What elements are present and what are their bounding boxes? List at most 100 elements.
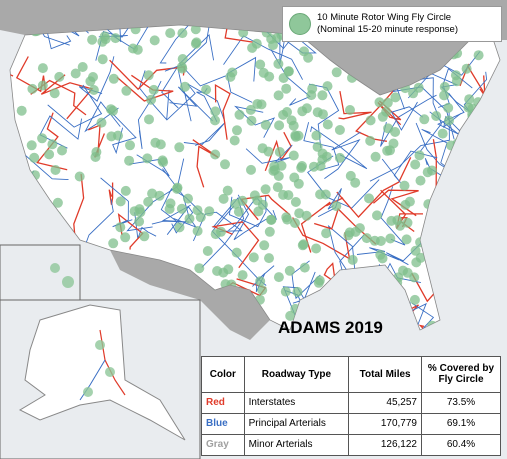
fly-circle [37, 133, 48, 144]
fly-circle [121, 85, 132, 96]
legend-line: (Nominal 15-20 minute response) [317, 24, 458, 35]
fly-circle [176, 61, 187, 72]
fly-circle [225, 71, 236, 82]
road [47, 84, 103, 128]
fly-circle [57, 145, 67, 156]
color-cell: Gray [201, 433, 245, 457]
fly-circle [374, 97, 385, 108]
fly-circle [260, 184, 271, 195]
miles-cell: 170,779 [348, 412, 422, 435]
hawaii-inset [0, 244, 81, 301]
fly-circle [259, 240, 270, 251]
road [16, 25, 70, 46]
fly-circle [77, 62, 88, 72]
fly-circle [87, 34, 98, 45]
fly-circle [49, 88, 60, 99]
fly-circle [415, 175, 426, 186]
fly-circle [97, 36, 108, 47]
fly-circle [273, 58, 284, 69]
fly-circle [311, 130, 322, 141]
road [418, 324, 449, 330]
fly-circle [264, 253, 274, 264]
fly-circle [345, 105, 355, 115]
legend-line: 10 Minute Rotor Wing Fly Circle [317, 12, 452, 23]
fly-circle [142, 153, 153, 164]
fly-circle [307, 83, 318, 94]
alaska-circle [95, 340, 105, 350]
percent-cell: 69.1% [421, 412, 501, 435]
fly-circle [345, 170, 356, 181]
fly-circle [115, 196, 126, 207]
fly-circle [26, 140, 37, 151]
fly-circle [317, 90, 328, 101]
miles-cell: 126,122 [348, 433, 422, 457]
fly-circle [128, 43, 138, 54]
fly-circle [90, 152, 101, 162]
fly-circle [50, 165, 61, 175]
fly-circle [322, 119, 333, 130]
fly-circle [192, 226, 203, 236]
fly-circle [237, 270, 248, 281]
fly-circle [390, 92, 401, 103]
miles-cell: 45,257 [348, 391, 422, 414]
fly-circle [443, 102, 454, 113]
fly-circle [108, 238, 119, 249]
fly-circle [190, 25, 201, 35]
fly-circle [210, 229, 221, 240]
fly-circle [27, 83, 38, 94]
fly-circle [220, 159, 230, 170]
fly-circle [149, 35, 160, 46]
fly-circle [464, 94, 475, 105]
fly-circle [52, 197, 63, 208]
fly-circle [274, 120, 285, 131]
fly-circle [437, 128, 448, 139]
road [166, 206, 194, 235]
fly-circle [390, 127, 401, 137]
road [390, 101, 423, 131]
fly-circle [388, 138, 399, 149]
fly-circle [364, 193, 374, 204]
fly-circle [113, 130, 123, 141]
fly-circle [321, 228, 332, 239]
fly-circle [125, 140, 135, 151]
road [324, 131, 361, 179]
fly-circle [409, 272, 420, 283]
fly-circle [176, 203, 187, 214]
fly-circle [385, 233, 396, 244]
fly-circle [301, 103, 312, 114]
fly-circle [408, 88, 419, 99]
fly-circle [399, 180, 410, 191]
road [159, 25, 220, 64]
fly-circle [415, 252, 426, 263]
fly-circle [190, 38, 201, 49]
fly-circle [29, 152, 40, 163]
fly-circle [70, 68, 81, 79]
coverage-table: Color Roadway Type Total Miles % Covered… [201, 356, 501, 457]
fly-circle [422, 167, 433, 178]
fly-circle [144, 114, 154, 125]
fly-circle [88, 72, 98, 82]
fly-circle [234, 109, 245, 120]
fly-circle [230, 198, 241, 209]
fly-circle [283, 66, 294, 77]
fly-circle [264, 226, 275, 237]
road [212, 25, 253, 43]
road [411, 302, 440, 330]
fly-circle [334, 125, 345, 135]
fly-circle [322, 81, 333, 92]
fly-circle [370, 151, 381, 162]
fly-circle [274, 147, 285, 157]
road [134, 212, 157, 239]
fly-circle [280, 286, 291, 297]
fly-circle [255, 59, 266, 70]
fly-circle [382, 97, 393, 108]
header-row: Color Roadway Type Total Miles % Covered… [201, 356, 501, 393]
fly-circle [266, 214, 277, 225]
road [338, 90, 372, 120]
fly-circle [331, 201, 342, 212]
fly-circle [278, 109, 289, 120]
fly-circle [315, 189, 326, 200]
fly-circle [88, 85, 99, 95]
road [429, 92, 465, 135]
